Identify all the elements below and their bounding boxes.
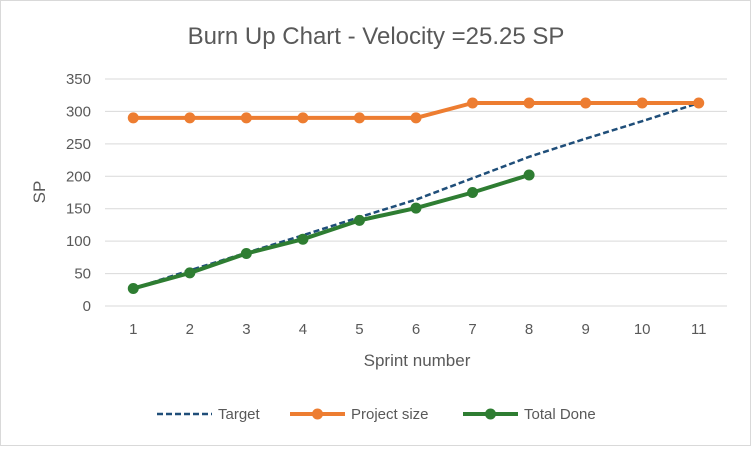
data-point-project-size: [184, 112, 196, 124]
data-point-total-done: [297, 233, 309, 245]
data-point-project-size: [297, 112, 309, 124]
gridlines: [105, 78, 727, 307]
y-tick-label: 100: [66, 233, 91, 250]
data-point-project-size: [636, 97, 648, 109]
x-axis-label: Sprint number: [364, 351, 471, 370]
data-point-project-size: [240, 112, 252, 124]
y-axis-label: SP: [30, 181, 49, 204]
x-tick-label: 4: [299, 321, 307, 338]
data-point-total-done: [523, 169, 535, 181]
x-tick-label: 10: [634, 321, 651, 338]
data-point-total-done: [240, 247, 252, 259]
legend-label-project-size: Project size: [351, 406, 429, 423]
legend-marker-total-done: [485, 408, 496, 420]
data-point-total-done: [467, 187, 479, 198]
legend-marker-project-size: [312, 408, 323, 420]
y-tick-label: 200: [66, 168, 91, 185]
x-tick-label: 5: [355, 321, 363, 338]
data-point-total-done: [127, 282, 139, 294]
x-tick-label: 7: [468, 321, 476, 338]
data-point-project-size: [693, 97, 705, 109]
x-tick-label: 2: [186, 321, 194, 338]
legend-label-target: Target: [218, 406, 261, 423]
series-layer: [127, 97, 705, 294]
data-point-project-size: [523, 97, 535, 109]
x-tick-label: 11: [691, 321, 707, 338]
x-tick-label: 3: [242, 321, 250, 338]
y-axis-ticks: 0 50 100 150 200 250 300 350: [66, 71, 91, 315]
data-point-project-size: [127, 112, 139, 124]
data-point-project-size: [467, 97, 479, 109]
y-tick-label: 0: [83, 298, 91, 315]
y-tick-label: 250: [66, 136, 91, 153]
y-tick-label: 300: [66, 103, 91, 120]
y-tick-label: 150: [66, 201, 91, 218]
x-tick-label: 6: [412, 321, 420, 338]
data-point-project-size: [580, 97, 592, 109]
series-line-total-done: [132, 173, 530, 291]
data-point-total-done: [353, 214, 365, 226]
data-point-project-size: [410, 112, 422, 124]
chart-title: Burn Up Chart - Velocity =25.25 SP: [188, 23, 565, 50]
x-axis-ticks: 1 2 3 4 5 6 7 8 9 10 11: [129, 321, 706, 338]
series-line-target: [132, 101, 700, 290]
data-point-total-done: [184, 267, 196, 279]
x-tick-label: 8: [525, 321, 533, 338]
x-tick-label: 1: [129, 321, 137, 338]
y-tick-label: 50: [74, 266, 91, 283]
data-point-project-size: [353, 112, 365, 124]
x-tick-label: 9: [581, 321, 589, 338]
legend: Target Project size Total Done: [157, 406, 596, 423]
y-tick-label: 350: [66, 71, 91, 88]
data-point-total-done: [410, 202, 422, 214]
legend-label-total-done: Total Done: [524, 406, 596, 423]
